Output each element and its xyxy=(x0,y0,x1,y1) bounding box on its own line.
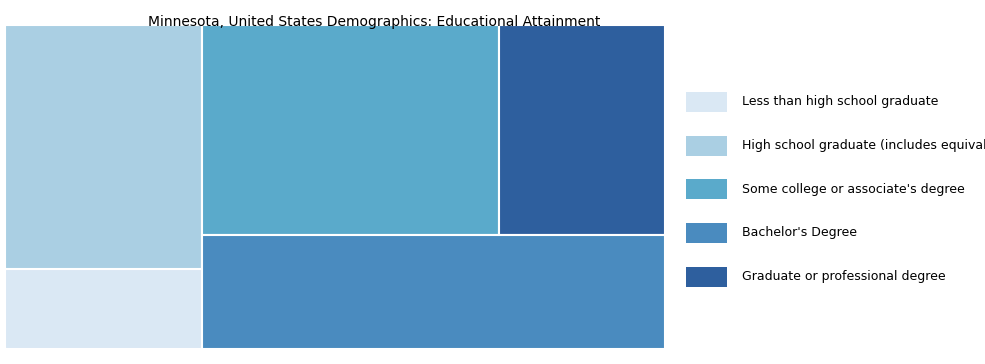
FancyBboxPatch shape xyxy=(686,92,727,112)
Text: Graduate or professional degree: Graduate or professional degree xyxy=(743,270,946,283)
FancyBboxPatch shape xyxy=(202,235,665,349)
FancyBboxPatch shape xyxy=(499,25,665,235)
FancyBboxPatch shape xyxy=(686,135,727,155)
FancyBboxPatch shape xyxy=(686,266,727,287)
FancyBboxPatch shape xyxy=(202,25,499,235)
Text: Some college or associate's degree: Some college or associate's degree xyxy=(743,183,965,196)
Text: Minnesota, United States Demographics: Educational Attainment: Minnesota, United States Demographics: E… xyxy=(148,15,601,28)
FancyBboxPatch shape xyxy=(686,223,727,243)
Text: High school graduate (includes equivalency): High school graduate (includes equivalen… xyxy=(743,139,985,152)
FancyBboxPatch shape xyxy=(686,179,727,199)
FancyBboxPatch shape xyxy=(5,25,202,269)
Text: Bachelor's Degree: Bachelor's Degree xyxy=(743,226,857,240)
FancyBboxPatch shape xyxy=(5,269,202,349)
Text: Less than high school graduate: Less than high school graduate xyxy=(743,95,939,108)
